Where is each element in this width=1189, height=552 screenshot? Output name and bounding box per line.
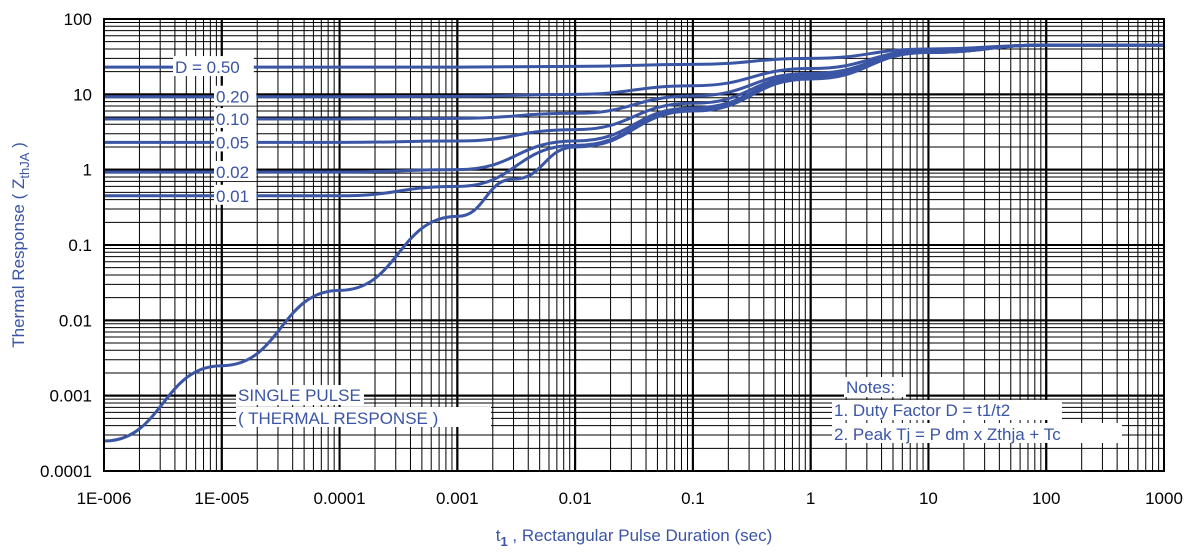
y-tick-labels: 0.0001 0.001 0.01 0.1 1 10 100 xyxy=(40,10,92,481)
x-tick-label: 1000 xyxy=(1145,489,1183,508)
x-tick-label: 0.0001 xyxy=(314,489,366,508)
y-tick-label: 0.0001 xyxy=(40,462,92,481)
single-pulse-label: SINGLE PULSE xyxy=(238,386,361,405)
curve-label-4: 0.02 xyxy=(216,163,249,182)
x-tick-label: 100 xyxy=(1032,489,1060,508)
x-tick-label: 1E-005 xyxy=(194,489,249,508)
y-tick-label: 100 xyxy=(64,10,92,29)
y-tick-label: 1 xyxy=(83,161,92,180)
curve-label-bg xyxy=(214,161,257,182)
curve-label-bg xyxy=(214,85,257,106)
y-tick-label: 0.1 xyxy=(68,236,92,255)
curve-label-0: D = 0.50 xyxy=(175,58,240,77)
note-1: 1. Duty Factor D = t1/t2 xyxy=(834,401,1010,420)
curve-label-bg xyxy=(214,184,257,205)
curve-label-5: 0.01 xyxy=(216,187,249,206)
series-line-1 xyxy=(103,43,1164,99)
note-2: 2. Peak Tj = P dm x Zthja + Tc xyxy=(834,425,1061,444)
curve-label-3: 0.05 xyxy=(216,133,249,152)
x-tick-label: 1E-006 xyxy=(77,489,132,508)
curve-label-bg xyxy=(214,108,257,129)
series-line-2 xyxy=(103,43,1164,121)
x-tick-label: 0.1 xyxy=(681,489,705,508)
curve-label-1: 0.20 xyxy=(216,88,249,107)
curve-labels: D = 0.50 0.20 0.10 0.05 0.02 0.01 xyxy=(173,56,257,206)
series-group xyxy=(103,43,1164,443)
thermal-response-label: ( THERMAL RESPONSE ) xyxy=(238,409,438,428)
x-axis-title: t1 , Rectangular Pulse Duration (sec) xyxy=(496,526,773,549)
notes-title: Notes: xyxy=(846,378,895,397)
y-tick-label: 0.01 xyxy=(59,311,92,330)
y-tick-label: 0.001 xyxy=(49,387,92,406)
curve-label-2: 0.10 xyxy=(216,110,249,129)
x-tick-label: 0.001 xyxy=(436,489,479,508)
single-pulse-annotation: SINGLE PULSE ( THERMAL RESPONSE ) xyxy=(236,385,491,428)
x-tick-label: 1 xyxy=(806,489,815,508)
y-axis-title: Thermal Response ( ZthJA ) xyxy=(9,142,32,348)
curve-label-bg xyxy=(173,56,254,77)
plot-frame xyxy=(103,18,1165,472)
notes-annotation: Notes: 1. Duty Factor D = t1/t2 2. Peak … xyxy=(832,377,1122,444)
x-tick-labels: 1E-006 1E-005 0.0001 0.001 0.01 0.1 1 10 100 1000 xyxy=(77,489,1183,508)
series-line-6 xyxy=(103,43,1164,443)
curve-label-bg xyxy=(214,131,257,152)
x-tick-label: 10 xyxy=(919,489,938,508)
y-tick-label: 10 xyxy=(73,85,92,104)
grid xyxy=(103,18,1165,472)
x-tick-label: 0.01 xyxy=(559,489,592,508)
